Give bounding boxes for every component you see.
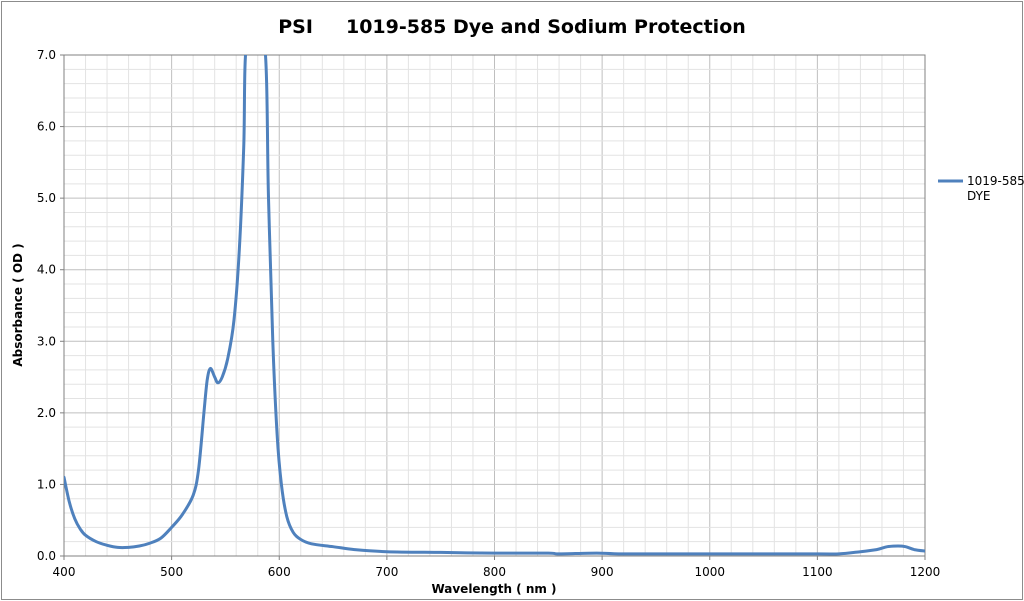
x-tick-label: 700 xyxy=(375,565,398,579)
chart-title: PSI 1019-585 Dye and Sodium Protection xyxy=(278,16,746,38)
y-tick-label: 4.0 xyxy=(37,263,56,277)
gridlines xyxy=(64,55,925,556)
x-tick-label: 1100 xyxy=(802,565,833,579)
y-tick-label: 2.0 xyxy=(37,406,56,420)
legend: 1019-585 DYE xyxy=(938,174,1024,203)
x-tick-label: 600 xyxy=(268,565,291,579)
y-tick-label: 1.0 xyxy=(37,477,56,491)
x-tick-label: 400 xyxy=(53,565,76,579)
x-axis-label: Wavelength ( nm ) xyxy=(431,582,556,596)
y-axis-ticks: 0.0 1.0 2.0 3.0 4.0 5.0 6.0 7.0 xyxy=(37,48,64,563)
legend-label-line-1: 1019-585 xyxy=(967,174,1024,188)
x-tick-label: 1200 xyxy=(910,565,941,579)
x-tick-label: 800 xyxy=(483,565,506,579)
series-line-1019-585-dye xyxy=(64,55,925,556)
x-tick-label: 1000 xyxy=(694,565,725,579)
legend-label-line-2: DYE xyxy=(967,189,991,203)
y-tick-label: 5.0 xyxy=(37,191,56,205)
y-tick-label: 3.0 xyxy=(37,334,56,348)
y-tick-label: 0.0 xyxy=(37,549,56,563)
x-tick-label: 900 xyxy=(591,565,614,579)
x-tick-label: 500 xyxy=(160,565,183,579)
y-tick-label: 6.0 xyxy=(37,120,56,134)
y-axis-label: Absorbance ( OD ) xyxy=(11,243,25,366)
legend-label: 1019-585 DYE xyxy=(967,174,1024,203)
y-tick-label: 7.0 xyxy=(37,48,56,62)
x-axis-ticks: 400 500 600 700 800 900 1000 1100 1200 xyxy=(53,556,941,579)
